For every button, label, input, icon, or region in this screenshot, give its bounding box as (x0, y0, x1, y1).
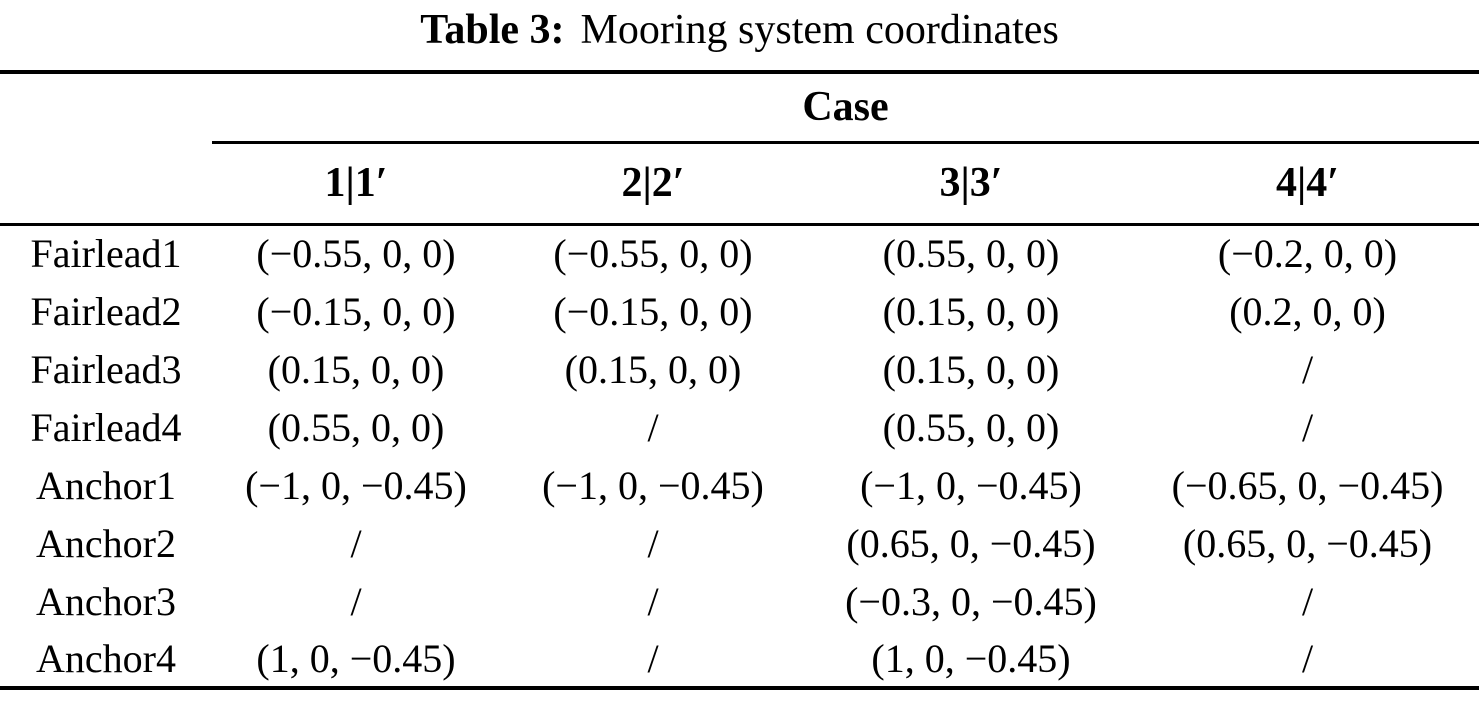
cell-value: (0.55, 0, 0) (267, 404, 445, 450)
cell-value: (−0.65, 0, −0.45) (1171, 462, 1444, 508)
table-caption-label: Table 3: (420, 7, 565, 53)
cell-value: (−1, 0, −0.45) (245, 462, 467, 508)
cell-value: (0.15, 0, 0) (882, 288, 1060, 334)
table-row-anchor4: Anchor4 (1, 0, −0.45) / (1, 0, −0.45) / (0, 630, 1479, 690)
cell-value: (0.15, 0, 0) (267, 346, 445, 392)
column-header-case-3: 3|3′ (806, 142, 1136, 226)
cell-value: / (1301, 404, 1314, 450)
table-row-anchor2: Anchor2 / / (0.65, 0, −0.45) (0.65, 0, −… (0, 514, 1479, 572)
cell-value: / (1301, 346, 1314, 392)
cell-value: (0.15, 0, 0) (564, 346, 742, 392)
case-group-header: Case (212, 70, 1479, 144)
cell-value: (0.2, 0, 0) (1229, 288, 1386, 334)
cell-value: (0.15, 0, 0) (882, 346, 1060, 392)
row-label: Fairlead4 (30, 404, 182, 450)
cell-value: / (500, 630, 806, 690)
column-header-row: 1|1′ 2|2′ 3|3′ 4|4′ (0, 142, 1479, 226)
table-row-fairlead3: Fairlead3 (0.15, 0, 0) (0.15, 0, 0) (0.1… (0, 340, 1479, 398)
cell-value: (−0.15, 0, 0) (256, 288, 456, 334)
cell-value: / (1136, 630, 1479, 690)
cell-value: (0.65, 0, −0.45) (1182, 520, 1433, 566)
row-label: Anchor2 (36, 520, 176, 566)
cell-value: (−0.15, 0, 0) (553, 288, 753, 334)
cell-value: (1, 0, −0.45) (806, 630, 1136, 690)
cell-value: (0.65, 0, −0.45) (846, 520, 1096, 566)
case-group-header-row: Case (0, 70, 1479, 144)
cell-value: (−0.55, 0, 0) (256, 231, 456, 277)
cell-value: / (350, 520, 362, 566)
cell-value: (−0.55, 0, 0) (553, 231, 753, 277)
corner-spacer-cell (0, 70, 212, 142)
table-row-anchor3: Anchor3 / / (−0.3, 0, −0.45) / (0, 572, 1479, 630)
cell-value: (0.55, 0, 0) (882, 231, 1060, 277)
cell-value: / (350, 578, 362, 624)
table-row-anchor1: Anchor1 (−1, 0, −0.45) (−1, 0, −0.45) (−… (0, 456, 1479, 514)
row-label: Fairlead3 (30, 346, 182, 392)
column-header-case-4: 4|4′ (1136, 142, 1479, 226)
cell-value: (1, 0, −0.45) (212, 630, 500, 690)
row-label: Anchor3 (36, 578, 176, 624)
cell-value: (0.55, 0, 0) (882, 404, 1060, 450)
cell-value: (−0.2, 0, 0) (1217, 231, 1398, 277)
table-row-fairlead2: Fairlead2 (−0.15, 0, 0) (−0.15, 0, 0) (0… (0, 282, 1479, 340)
cell-value: / (647, 578, 659, 624)
row-label: Anchor4 (0, 630, 212, 690)
table-caption: Table 3: Mooring system coordinates (0, 0, 1479, 70)
column-header-case-2: 2|2′ (500, 142, 806, 226)
mooring-coordinates-table: Case 1|1′ 2|2′ 3|3′ 4|4′ Fairlead1 (−0.5… (0, 70, 1479, 690)
row-label: Fairlead1 (30, 231, 182, 277)
table-caption-title: Mooring system coordinates (580, 7, 1059, 53)
cell-value: / (1301, 578, 1314, 624)
cell-value: (−0.3, 0, −0.45) (845, 578, 1097, 624)
cell-value: / (647, 520, 659, 566)
column-header-case-1: 1|1′ (212, 142, 500, 226)
row-label: Fairlead2 (30, 288, 182, 334)
cell-value: / (647, 404, 659, 450)
table-row-fairlead1: Fairlead1 (−0.55, 0, 0) (−0.55, 0, 0) (0… (0, 224, 1479, 282)
row-label-header-cell (0, 142, 212, 226)
table-row-fairlead4: Fairlead4 (0.55, 0, 0) / (0.55, 0, 0) / (0, 398, 1479, 456)
row-label: Anchor1 (36, 462, 176, 508)
cell-value: (−1, 0, −0.45) (860, 462, 1082, 508)
cell-value: (−1, 0, −0.45) (542, 462, 764, 508)
